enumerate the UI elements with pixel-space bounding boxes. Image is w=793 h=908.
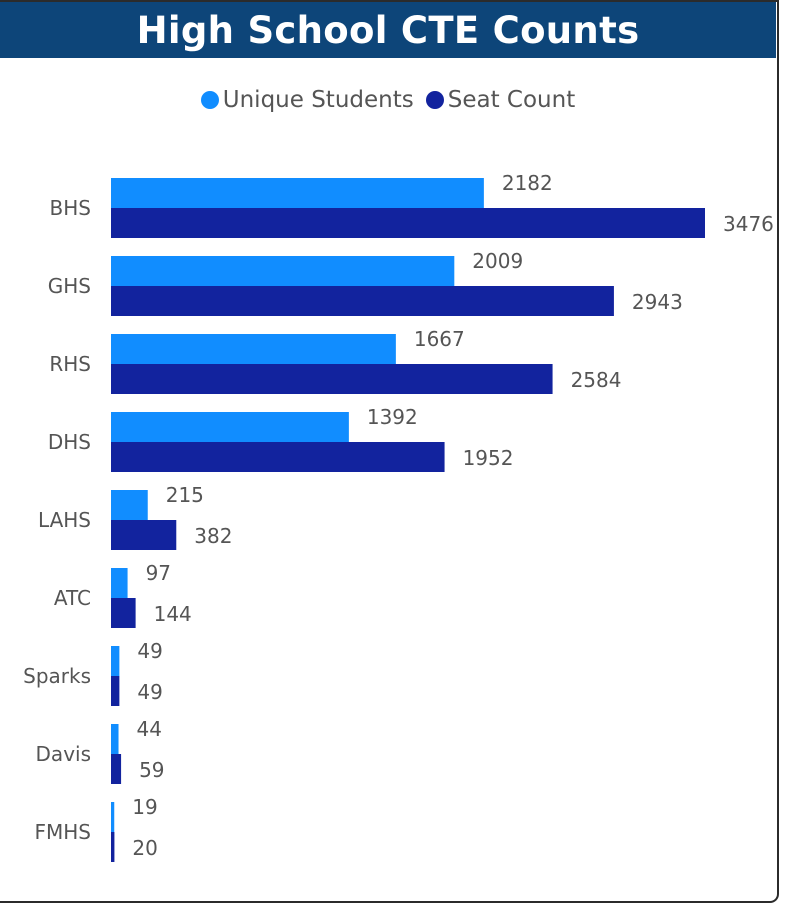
- category-label-ghs: GHS: [48, 274, 91, 298]
- bar-seat-count-atc[interactable]: [111, 598, 136, 628]
- data-label-seat-count-rhs: 2584: [571, 368, 622, 392]
- legend-swatch-unique-students: [200, 91, 219, 109]
- chart-legend: Unique Students Seat Count: [0, 84, 776, 116]
- bar-seat-count-fmhs[interactable]: [111, 832, 115, 862]
- data-label-unique-students-fmhs: 19: [132, 795, 157, 819]
- bar-unique-students-lahs[interactable]: [111, 490, 148, 520]
- legend-item-unique-students[interactable]: Unique Students: [200, 87, 414, 113]
- bar-unique-students-ghs[interactable]: [111, 256, 455, 286]
- category-label-davis: Davis: [36, 742, 91, 766]
- category-label-atc: ATC: [54, 586, 91, 610]
- data-label-unique-students-ghs: 2009: [472, 249, 523, 273]
- bar-seat-count-dhs[interactable]: [111, 442, 445, 472]
- legend-label-unique-students: Unique Students: [222, 87, 414, 113]
- data-label-seat-count-fmhs: 20: [132, 836, 157, 860]
- chart-card: High School CTE Counts Unique Students S…: [0, 0, 779, 903]
- chart-title: High School CTE Counts: [136, 8, 640, 52]
- data-label-seat-count-bhs: 3476: [723, 212, 774, 236]
- bar-chart: BHS 2182 3476 GHS 2009 2943 RHS 1667 2584 DHS 1392…: [23, 171, 774, 862]
- bar-seat-count-davis[interactable]: [111, 754, 122, 784]
- bar-unique-students-davis[interactable]: [111, 724, 119, 754]
- data-label-unique-students-sparks: 49: [137, 639, 162, 663]
- data-label-unique-students-bhs: 2182: [502, 171, 553, 195]
- data-label-unique-students-dhs: 1392: [367, 405, 418, 429]
- bar-unique-students-fmhs[interactable]: [111, 802, 115, 832]
- bar-unique-students-atc[interactable]: [111, 568, 128, 598]
- bar-seat-count-bhs[interactable]: [111, 208, 705, 238]
- category-label-rhs: RHS: [49, 352, 91, 376]
- bar-seat-count-ghs[interactable]: [111, 286, 614, 316]
- data-label-seat-count-lahs: 382: [194, 524, 232, 548]
- bar-seat-count-lahs[interactable]: [111, 520, 177, 550]
- legend-swatch-seat-count: [425, 91, 444, 109]
- bar-seat-count-rhs[interactable]: [111, 364, 553, 394]
- data-label-seat-count-atc: 144: [154, 602, 192, 626]
- legend-label-seat-count: Seat Count: [447, 87, 576, 113]
- legend-item-seat-count[interactable]: Seat Count: [425, 87, 576, 113]
- title-bar: High School CTE Counts: [0, 2, 776, 58]
- data-label-unique-students-rhs: 1667: [414, 327, 465, 351]
- category-label-fmhs: FMHS: [35, 820, 92, 844]
- bar-seat-count-sparks[interactable]: [111, 676, 120, 706]
- category-label-lahs: LAHS: [38, 508, 91, 532]
- data-label-seat-count-davis: 59: [139, 758, 164, 782]
- category-label-dhs: DHS: [48, 430, 91, 454]
- data-label-unique-students-davis: 44: [137, 717, 162, 741]
- data-label-seat-count-dhs: 1952: [463, 446, 514, 470]
- bar-unique-students-rhs[interactable]: [111, 334, 396, 364]
- data-label-seat-count-sparks: 49: [137, 680, 162, 704]
- data-label-unique-students-lahs: 215: [166, 483, 204, 507]
- data-label-unique-students-atc: 97: [146, 561, 171, 585]
- card-border: [0, 0, 777, 2]
- bar-unique-students-dhs[interactable]: [111, 412, 349, 442]
- data-label-seat-count-ghs: 2943: [632, 290, 683, 314]
- bar-unique-students-bhs[interactable]: [111, 178, 484, 208]
- category-label-sparks: Sparks: [23, 664, 91, 688]
- category-label-bhs: BHS: [50, 196, 91, 220]
- bar-unique-students-sparks[interactable]: [111, 646, 120, 676]
